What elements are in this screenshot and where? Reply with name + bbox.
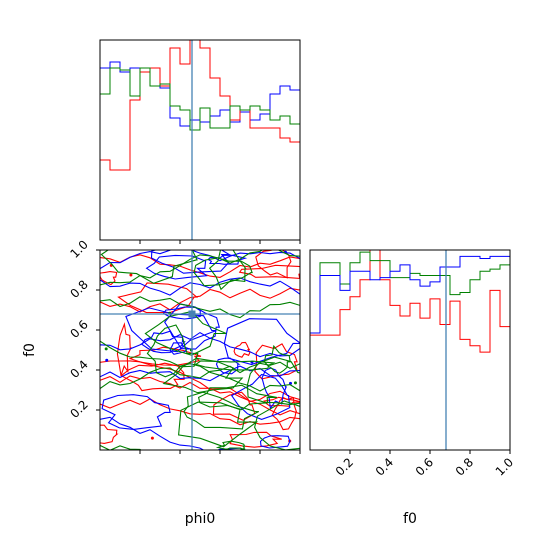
f0-histogram-panel: 0.2 0.4 0.6 0.8 1.0 [309,249,516,479]
contour-loop [100,271,118,286]
phi0-histogram-ticks [139,240,301,244]
contour-dot [104,347,108,351]
contour-line [100,296,300,319]
contour-line [100,250,300,270]
x-tick-label: 0.4 [373,455,396,478]
contour-loop [254,343,298,380]
phi0-axis-label: phi0 [185,511,216,527]
phi0-histogram-panel [99,39,301,244]
phi0-histogram-frame [99,39,301,241]
x-tick-label: 0.2 [333,455,356,478]
contour-loop [263,396,300,407]
x-tick-label: 1.0 [493,455,516,478]
f0-histogram-ticks: 0.2 0.4 0.6 0.8 1.0 [333,450,516,479]
f0-y-axis-label: f0 [22,343,38,357]
phi0-histogram-series [100,39,300,171]
histogram-series-3 [100,67,300,131]
contour-dot [105,358,109,362]
contour-loop [215,440,246,450]
contour-loop [229,431,282,448]
contour-line [100,361,300,390]
y-tick-label: 0.6 [67,317,90,340]
contour-loop [100,424,119,444]
contour-loop [146,324,199,378]
contour-loop [125,307,217,353]
contour-loop [197,384,277,411]
contour-lines [100,250,300,450]
contour-line [100,416,300,450]
f0-histogram-frame [309,249,511,451]
contour-loop [120,362,185,392]
contour-loop [117,282,199,314]
contour-loop [238,264,300,279]
contour-line [100,250,300,286]
contour-loop [183,391,260,430]
contour-loop [116,322,132,376]
contour-loop [145,254,208,280]
truth-marker [188,310,196,318]
contour-loop [100,250,198,284]
contour-loop [101,394,171,430]
contour-dot [293,381,297,385]
contour-line [100,365,300,382]
f0-histogram-series [310,249,510,353]
x-tick-label: 0.8 [453,455,476,478]
contour-loop [193,257,253,287]
contour-line [100,444,248,450]
contour-loop [169,342,190,355]
contour-line [100,375,300,416]
contour-loop [178,401,259,448]
y-tick-label: 0.2 [67,397,90,420]
contour-loop [223,318,300,366]
y-tick-label: 1.0 [67,237,90,260]
contour-loop [263,344,291,374]
contour-line [100,340,300,392]
contour-dot [129,273,133,277]
y-tick-label: 0.4 [67,357,90,380]
contour-loop [164,303,221,350]
contour-dot [150,436,154,440]
histogram-series-1 [310,249,510,353]
contour-line [100,277,300,296]
f0-axis-label: f0 [403,511,417,527]
contour-frame [99,249,301,451]
contour-line [100,398,300,426]
contour-loop [254,400,300,450]
contour-line [100,360,300,402]
histogram-series-3 [310,255,510,334]
contour-line [100,331,300,358]
y-tick-label: 0.8 [67,277,90,300]
x-tick-label: 0.6 [413,455,436,478]
contour-loop [150,250,232,274]
contour-loop [194,360,276,371]
contour-loop [246,356,300,406]
phi0-f0-contour-panel: 0.2 0.4 0.6 0.8 1.0 [67,237,301,454]
